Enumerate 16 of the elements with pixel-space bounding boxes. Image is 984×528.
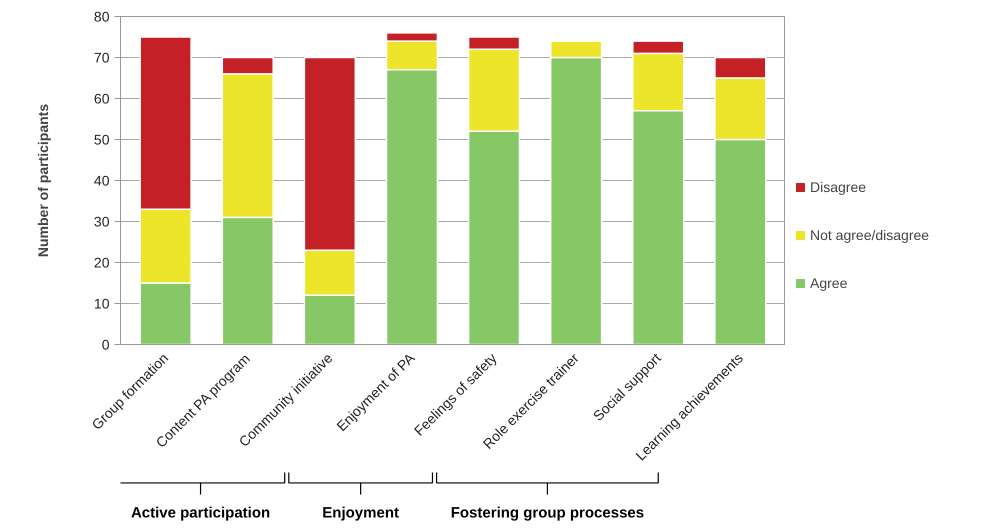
legend-label: Not agree/disagree: [810, 227, 930, 243]
legend-label: Agree: [810, 275, 848, 291]
y-tick-label: 60: [94, 90, 110, 106]
y-tick-label: 30: [94, 214, 110, 230]
y-tick-label: 20: [94, 254, 110, 270]
text: Enjoyment: [322, 504, 399, 522]
y-tick-label: 80: [94, 8, 110, 24]
y-axis-title: Number of participants: [34, 104, 51, 258]
y-tick-label: 50: [94, 132, 110, 148]
text: Fostering group processes: [450, 504, 644, 522]
y-tick-label: 0: [102, 336, 110, 352]
y-tick-label: 10: [94, 296, 110, 312]
text: Active participation: [130, 504, 270, 522]
y-tick-label: 70: [94, 50, 110, 66]
legend-label: Disagree: [810, 179, 866, 195]
y-tick-label: 40: [94, 172, 110, 188]
